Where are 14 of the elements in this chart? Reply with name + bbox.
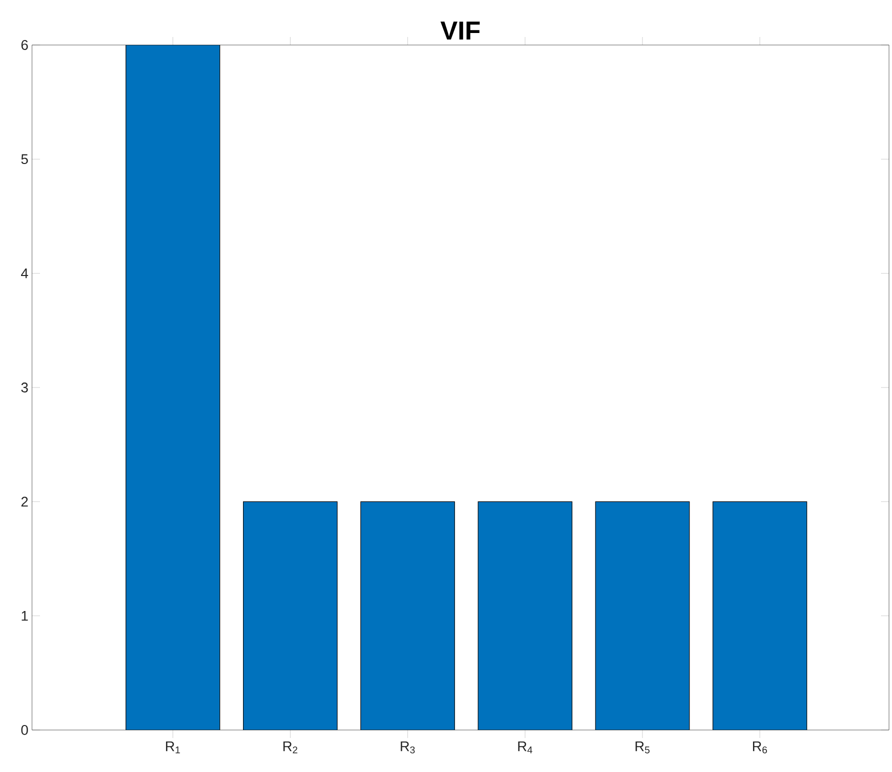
x-tick-label: R$_{3}$ [400, 742, 415, 754]
y-tick-label: 6 [21, 40, 28, 50]
x-tick-label: R$_{5}$ [636, 742, 650, 754]
x-tick-label: R$_{2}$ [283, 742, 298, 754]
y-tick-label: 0 [21, 725, 28, 735]
x-tick-label: R$_{6}$ [753, 742, 767, 754]
chart-title: VIF [440, 22, 480, 40]
y-tick-label: 3 [21, 382, 28, 392]
x-tick-label: R$_{1}$ [166, 742, 180, 754]
y-tick-label: 1 [22, 611, 28, 621]
y-tick-label: 4 [21, 268, 28, 278]
y-tick-label: 5 [21, 154, 28, 164]
y-tick-label: 2 [21, 496, 28, 507]
x-tick-label: R$_{4}$ [518, 742, 532, 754]
